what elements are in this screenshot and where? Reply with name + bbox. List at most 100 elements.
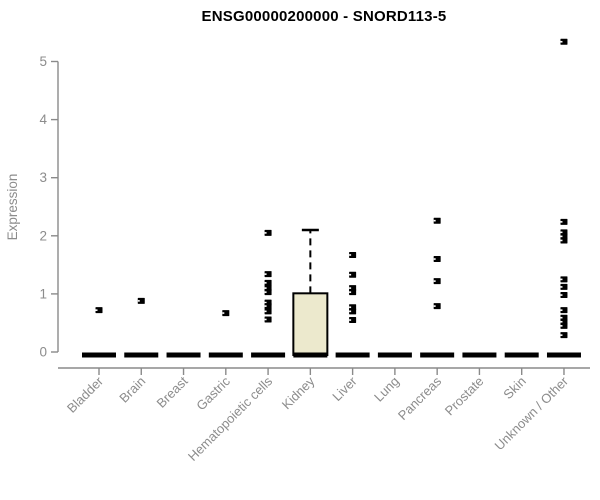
data-point [433, 278, 441, 285]
data-point-notch [560, 231, 563, 234]
median-bar [462, 352, 497, 358]
data-point-notch [560, 286, 563, 288]
data-point-notch [137, 300, 140, 302]
data-point-notch [349, 287, 352, 289]
x-category-label: Skin [500, 374, 528, 402]
data-point [264, 289, 272, 296]
data-point [560, 307, 568, 314]
data-point [560, 322, 568, 329]
data-point-notch [349, 306, 352, 309]
data-point [560, 283, 568, 290]
data-point-notch [560, 294, 563, 296]
data-point [264, 279, 272, 286]
data-point-notch [433, 219, 436, 222]
data-point [222, 310, 230, 317]
data-point-notch [264, 305, 267, 307]
data-point-notch [264, 291, 267, 293]
data-point-notch [349, 273, 352, 276]
data-point [560, 276, 568, 283]
data-marks [82, 38, 581, 358]
median-bar [504, 352, 539, 358]
data-point-notch [264, 310, 267, 313]
y-tick-label: 0 [39, 345, 47, 360]
median-bar [166, 352, 201, 358]
data-point [349, 251, 357, 258]
x-category-label: Lung [371, 374, 402, 405]
y-tick-label: 2 [39, 228, 47, 243]
data-point-notch [349, 254, 352, 256]
data-point-notch [560, 334, 563, 336]
data-point [349, 271, 357, 278]
median-bar [208, 352, 243, 358]
y-tick-label: 3 [39, 170, 47, 185]
data-point-notch [433, 258, 436, 260]
data-point-notch [349, 291, 352, 293]
median-bar [546, 352, 581, 358]
data-point-notch [560, 325, 563, 327]
box-body [292, 292, 329, 356]
data-point-notch [264, 318, 267, 321]
median-bar [82, 352, 116, 358]
data-point-notch [264, 301, 267, 304]
data-point [433, 217, 441, 224]
data-point-notch [95, 309, 98, 311]
data-point-notch [560, 309, 563, 311]
y-tick-label: 5 [39, 54, 47, 69]
data-point [95, 307, 103, 314]
x-category-label: Pancreas [395, 373, 445, 423]
data-point-notch [349, 319, 352, 321]
data-point [349, 289, 357, 296]
x-category-label: Unknown / Other [492, 373, 572, 453]
data-point [349, 317, 357, 324]
x-category-label: Liver [329, 373, 360, 404]
data-point [433, 303, 441, 310]
data-point [264, 229, 272, 236]
chart-title: ENSG00000200000 - SNORD113-5 [201, 8, 447, 25]
data-point-notch [560, 239, 563, 242]
data-point [264, 308, 272, 315]
data-point [560, 292, 568, 299]
data-point [560, 218, 568, 225]
median-bar [335, 352, 370, 358]
data-point-notch [560, 40, 563, 43]
x-category-label: Breast [153, 373, 190, 410]
data-point-notch [560, 320, 563, 323]
data-point-notch [560, 221, 563, 223]
data-point [264, 303, 272, 310]
x-category-label: Prostate [442, 374, 487, 419]
data-point-notch [560, 278, 563, 281]
data-point-notch [264, 273, 267, 275]
x-category-label: Kidney [279, 373, 318, 412]
y-tick-label: 4 [39, 112, 47, 127]
median-bar [124, 352, 159, 358]
data-point-notch [433, 305, 436, 307]
x-category-label: Gastric [193, 373, 233, 413]
data-point [264, 271, 272, 278]
y-axis-label: Expression [5, 174, 20, 241]
median-bar [293, 352, 328, 358]
data-point [560, 332, 568, 339]
data-point-notch [560, 235, 563, 238]
data-point [349, 308, 357, 315]
data-point-notch [349, 310, 352, 313]
data-point [560, 38, 568, 45]
data-point-notch [560, 316, 563, 319]
data-point [433, 256, 441, 263]
median-bar [420, 352, 455, 358]
data-point-notch [264, 282, 267, 284]
data-point [264, 316, 272, 323]
data-point-notch [264, 287, 267, 289]
data-point [137, 297, 145, 304]
median-bar [377, 352, 412, 358]
x-category-label: Brain [116, 374, 148, 406]
data-point [560, 237, 568, 244]
data-point-notch [264, 232, 267, 234]
data-point-notch [433, 280, 436, 282]
y-tick-label: 1 [39, 286, 47, 301]
x-category-label: Bladder [64, 373, 107, 416]
median-bar [251, 352, 286, 358]
data-point-notch [222, 312, 225, 314]
